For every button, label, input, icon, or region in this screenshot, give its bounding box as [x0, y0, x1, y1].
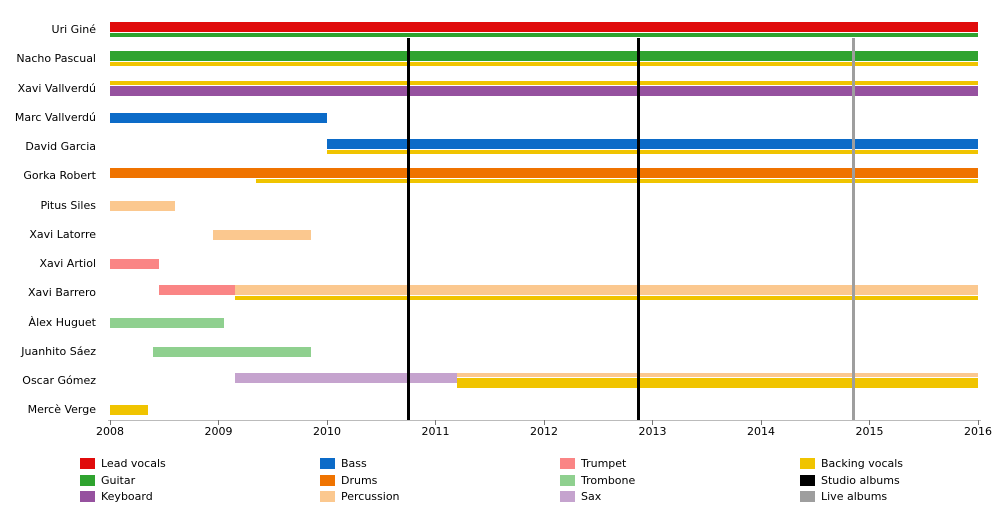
timeline-bar-backing-vocals [457, 378, 978, 388]
member-label-nacho-pascual: Nacho Pascual [16, 52, 96, 66]
member-label-xavi-barrero: Xavi Barrero [27, 286, 96, 300]
x-axis-tick [760, 420, 762, 425]
timeline-bar-backing-vocals [110, 80, 978, 85]
x-axis-tick-label: 2016 [964, 425, 992, 438]
timeline-bar-percussion [457, 373, 978, 377]
legend-label-trombone: Trombone [581, 473, 636, 487]
timeline-bar-trumpet [158, 285, 235, 296]
legend-label-drums: Drums [341, 473, 378, 487]
timeline-bar-drums [110, 168, 978, 179]
legend-label-live-albums: Live albums [821, 490, 888, 503]
x-axis-tick [652, 420, 653, 425]
x-axis-tick-label: 2008 [96, 425, 124, 438]
x-axis-tick [218, 420, 219, 425]
legend-label-sax: Sax [581, 490, 602, 503]
timeline-bar-sax [234, 373, 458, 383]
timeline-bar-lead-vocals [110, 22, 978, 32]
member-label-pitus-siles: Pitus Siles [40, 198, 96, 212]
timeline-bar-backing-vocals [110, 405, 148, 416]
x-axis-tick [435, 420, 436, 425]
timeline-bar-backing-vocals [256, 179, 978, 184]
legend-swatch-backing-vocals [800, 458, 815, 469]
timeline-bar-percussion [213, 229, 311, 240]
legend-label-percussion: Percussion [341, 490, 400, 503]
x-axis-tick [326, 420, 328, 425]
x-axis-tick-label: 2012 [530, 425, 558, 438]
timeline-bar-trombone [110, 317, 224, 328]
x-axis-line [108, 420, 981, 421]
timeline-bar-backing-vocals [234, 296, 978, 301]
studio-albums-marker-line [406, 38, 410, 420]
legend-swatch-guitar [80, 474, 95, 486]
legend-swatch-studio-albums [800, 474, 815, 486]
timeline-bar-bass [110, 112, 327, 123]
x-axis-tick [977, 420, 979, 425]
member-label-xavi-vallverd-: Xavi Vallverdú [17, 81, 96, 95]
legend-label-backing-vocals: Backing vocals [821, 457, 904, 470]
x-axis-tick-label: 2014 [747, 425, 775, 438]
member-label-xavi-artiol: Xavi Artiol [39, 257, 96, 270]
x-axis-tick-label: 2015 [855, 425, 884, 438]
legend-swatch-drums [320, 474, 335, 486]
x-axis-tick-label: 2009 [204, 425, 233, 438]
legend-label-guitar: Guitar [101, 473, 136, 487]
member-label-xavi-latorre: Xavi Latorre [29, 227, 96, 241]
member-label-oscar-g-mez: Oscar Gómez [22, 374, 96, 387]
studio-albums-marker-line [636, 38, 640, 420]
legend-label-studio-albums: Studio albums [821, 473, 900, 487]
timeline-bar-percussion [234, 285, 978, 296]
timeline-bar-guitar [110, 33, 978, 37]
timeline-bar-backing-vocals [327, 150, 978, 154]
legend-label-lead-vocals: Lead vocals [101, 457, 166, 470]
x-axis-tick [109, 420, 111, 425]
timeline-bar-guitar [110, 51, 978, 62]
member-label--lex-huguet: Àlex Huguet [28, 315, 96, 329]
legend-swatch-trumpet [560, 458, 575, 469]
member-label-marc-vallverd-: Marc Vallverdú [14, 110, 96, 124]
legend-swatch-lead-vocals [80, 458, 95, 469]
x-axis-tick-label: 2013 [638, 425, 667, 438]
legend-swatch-keyboard [80, 491, 95, 502]
x-axis-tick [869, 420, 870, 425]
member-label-gorka-robert: Gorka Robert [23, 169, 96, 183]
legend-swatch-bass [320, 458, 335, 469]
legend-swatch-trombone [560, 474, 575, 486]
live-albums-marker-line [851, 38, 855, 420]
legend-swatch-live-albums [800, 491, 815, 502]
timeline-bar-backing-vocals [110, 62, 978, 67]
legend-swatch-percussion [320, 491, 335, 502]
legend-label-bass: Bass [341, 457, 367, 470]
timeline-bar-trombone [153, 346, 311, 357]
member-label-juanhito-s-ez: Juanhito Sáez [21, 344, 96, 358]
timeline-bar-keyboard [110, 85, 978, 96]
timeline-bar-percussion [110, 200, 176, 211]
x-axis-tick-label: 2010 [313, 425, 341, 438]
timeline-bar-trumpet [110, 259, 159, 269]
member-label-uri-gin-: Uri Giné [51, 23, 96, 36]
x-axis-tick-label: 2011 [421, 425, 450, 438]
x-axis-tick [543, 420, 545, 425]
legend-swatch-sax [560, 491, 575, 502]
legend-label-keyboard: Keyboard [101, 490, 153, 503]
member-label-david-garcia: David Garcia [25, 140, 96, 153]
timeline-bar-bass [327, 139, 978, 149]
legend-label-trumpet: Trumpet [581, 457, 627, 470]
member-label-merc-verge: Mercè Verge [27, 403, 96, 417]
